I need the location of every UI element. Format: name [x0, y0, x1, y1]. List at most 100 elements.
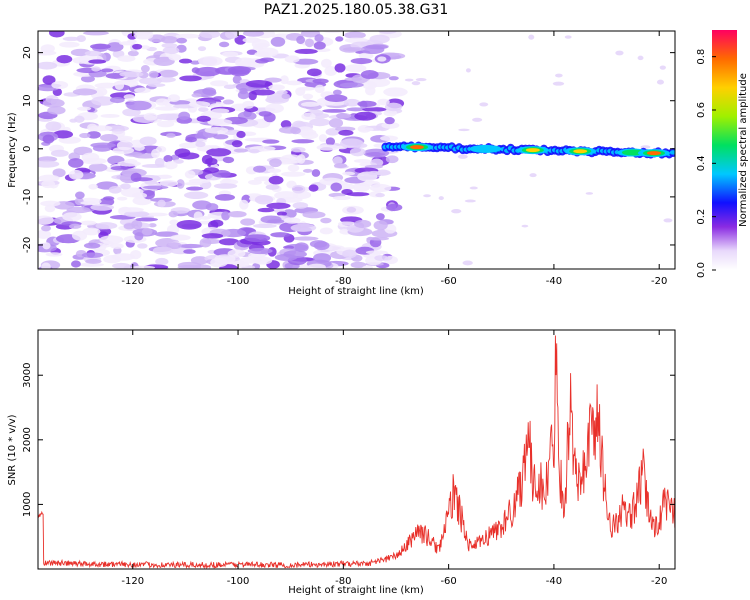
x-tick-label: -120 [121, 276, 144, 287]
noise-blob [201, 233, 224, 239]
noise-blob [82, 227, 101, 236]
noise-blob [242, 31, 265, 37]
noise-blob [222, 51, 239, 58]
noise-blob [281, 171, 306, 177]
noise-blob [296, 35, 306, 45]
noise-blob [161, 42, 178, 48]
noise-blob [91, 66, 101, 72]
noise-blob [350, 261, 367, 269]
noise-blob [369, 183, 392, 193]
noise-blob [479, 102, 489, 107]
noise-blob [108, 186, 122, 194]
noise-blob [314, 84, 325, 94]
noise-blob [148, 223, 157, 228]
noise-blob [117, 55, 136, 62]
noise-blob [110, 166, 130, 171]
noise-blob [451, 208, 462, 214]
x-tick-label: -80 [335, 576, 351, 587]
noise-blob [152, 246, 173, 255]
noise-blob [663, 218, 673, 223]
colorbar-tick-label: 0.4 [696, 155, 707, 171]
noise-blob [141, 164, 168, 168]
noise-blob [210, 257, 228, 268]
noise-blob [253, 256, 273, 265]
noise-blob [283, 250, 307, 259]
noise-blob [283, 245, 295, 250]
noise-blob [365, 250, 388, 255]
noise-blob [42, 242, 51, 250]
noise-blob [380, 135, 399, 142]
noise-blob [332, 89, 342, 96]
colorbar-gradient [712, 30, 737, 270]
noise-blob [457, 154, 468, 159]
noise-blob [247, 179, 263, 185]
noise-blob [86, 131, 101, 139]
noise-blob [339, 138, 364, 149]
noise-blob [116, 140, 133, 151]
noise-blob [222, 99, 234, 105]
noise-blob [295, 87, 306, 96]
noise-blob [178, 142, 200, 149]
noise-blob [385, 155, 399, 164]
noise-blob [88, 163, 108, 172]
noise-blob [205, 203, 219, 211]
noise-blob [154, 231, 179, 237]
noise-blob [335, 36, 344, 42]
noise-blob [131, 192, 148, 199]
noise-blob [80, 220, 97, 226]
noise-blob [302, 211, 326, 219]
noise-blob [247, 247, 273, 255]
x-tick-label: -40 [546, 576, 562, 587]
noise-blob [41, 262, 51, 269]
noise-blob [332, 195, 351, 201]
snr-frame [37, 329, 676, 570]
noise-blob [318, 134, 328, 142]
noise-blob [325, 137, 336, 146]
noise-blob [338, 221, 356, 226]
noise-blob [131, 265, 156, 269]
noise-blob [195, 141, 206, 148]
noise-blob [312, 78, 329, 84]
noise-blob [45, 121, 62, 131]
noise-blob [290, 127, 301, 135]
noise-blob [184, 181, 203, 186]
noise-blob [239, 199, 249, 210]
noise-blob [155, 113, 182, 121]
noise-blob [119, 41, 135, 46]
noise-blob [302, 168, 313, 173]
noise-blob [339, 183, 355, 191]
noise-blob [42, 75, 56, 85]
noise-blob [219, 238, 240, 246]
noise-blob [159, 174, 172, 179]
signal-band [669, 150, 675, 155]
noise-blob [333, 163, 348, 169]
noise-blob [354, 219, 372, 229]
noise-blob [68, 223, 82, 229]
noise-blob [70, 260, 81, 268]
noise-blob [324, 245, 345, 251]
noise-blob [122, 108, 141, 117]
noise-blob [375, 193, 385, 198]
noise-blob [144, 180, 158, 185]
noise-blob [236, 130, 246, 138]
noise-blob [163, 155, 173, 163]
noise-blob [330, 182, 342, 192]
noise-blob [141, 228, 153, 236]
noise-blob [350, 57, 373, 65]
noise-blob [257, 207, 275, 213]
noise-blob [308, 184, 319, 192]
noise-blob [291, 184, 306, 194]
noise-blob [68, 158, 84, 168]
noise-blob [178, 58, 193, 64]
noise-blob [254, 51, 270, 57]
noise-blob [183, 191, 209, 199]
noise-blob [529, 173, 537, 178]
noise-blob [199, 31, 221, 39]
noise-blob [375, 213, 385, 221]
noise-blob [268, 84, 285, 91]
noise-blob [203, 167, 220, 174]
noise-blob [388, 76, 399, 81]
noise-blob [59, 41, 80, 48]
noise-blob [78, 262, 104, 267]
